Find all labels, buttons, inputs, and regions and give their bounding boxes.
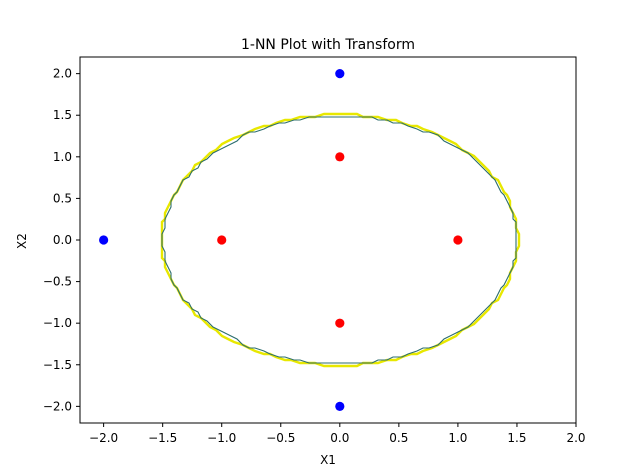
decision-boundary-inner [161,116,517,364]
y-axis-label: X2 [15,233,29,249]
x-tick-label: 2.0 [566,431,585,445]
y-tick-label: 1.0 [53,150,72,164]
x-tick-label: 1.5 [507,431,526,445]
x-tick-label: −2.0 [89,431,118,445]
blue-point [99,235,109,245]
y-tick-label: −0.5 [43,275,72,289]
x-axis-label: X1 [320,453,336,467]
y-tick-label: −2.0 [43,399,72,413]
red-point [453,235,463,245]
y-tick-label: 1.5 [53,108,72,122]
x-tick-label: −1.0 [207,431,236,445]
blue-point [335,401,345,411]
y-tick-label: 0.0 [53,233,72,247]
red-point [217,235,227,245]
y-tick-label: −1.0 [43,316,72,330]
x-tick-label: 0.5 [389,431,408,445]
blue-point [335,69,345,79]
red-point [335,152,345,162]
x-tick-label: −1.5 [148,431,177,445]
y-tick-label: −1.5 [43,358,72,372]
y-tick-label: 2.0 [53,67,72,81]
chart-title: 1-NN Plot with Transform [241,37,415,53]
red-point [335,318,345,328]
x-tick-label: 0.0 [330,431,349,445]
plot-area: −2.0 −1.5 −1.0 −0.5 0.0 0.5 1.0 1.5 2.0 −2.0 −1.5 −… [43,56,586,445]
x-tick-label: 1.0 [448,431,467,445]
x-tick-label: −0.5 [266,431,295,445]
y-tick-label: 0.5 [53,191,72,205]
